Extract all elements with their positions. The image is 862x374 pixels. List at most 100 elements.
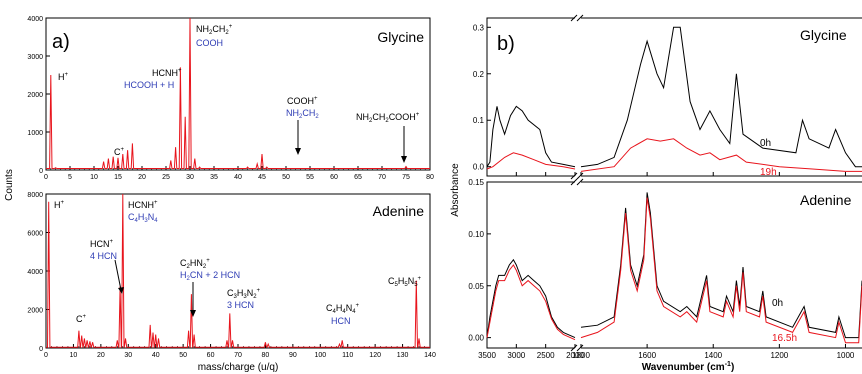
glycine-ms-frame [45, 17, 431, 171]
right-xlabel: Wavenumber (cm-1) [642, 361, 735, 373]
adenine-ir-series-0h [486, 258, 576, 339]
adenine-ms-xtick-label: 100 [314, 352, 326, 359]
arrow-27 [114, 259, 122, 291]
glycine-ir-frame [486, 17, 862, 177]
label-hcn-108: HCN [331, 316, 351, 326]
adenine-ms-xtick-label: 90 [289, 352, 297, 359]
label-h-plus: H+ [58, 72, 69, 82]
adenine-ms-spectrum [46, 193, 430, 348]
glycine-ms-xtick-label: 70 [378, 174, 386, 181]
adenine-ms-xtick-label: 130 [397, 352, 409, 359]
ir-xtick-label: 3500 [478, 351, 496, 360]
glycine-ir-ytick-label: 0.0 [473, 163, 485, 172]
glycine-ir-ytick-label: 0.3 [473, 23, 485, 32]
label-h-plus-ad: H+ [54, 200, 65, 210]
adenine-ms-xtick-label: 30 [124, 352, 132, 359]
label-3hcn: 3 HCN [227, 300, 254, 310]
glycine-0h-label: 0h [760, 138, 771, 149]
glycine-ms-ytick-label: 4000 [27, 16, 43, 23]
label-hcooh-h: HCOOH + H [124, 80, 174, 90]
adenine-ms-xtick-label: 60 [207, 352, 215, 359]
label-hcnh-plus: HCNH+ [152, 68, 182, 78]
adenine-ms-xtick-label: 20 [97, 352, 105, 359]
glycine-ms-xtick-label: 75 [402, 174, 410, 181]
ir-xtick-label: 2500 [537, 351, 555, 360]
glycine-ir-ytick-label: 0.1 [473, 116, 485, 125]
adenine-ms-ytick-label: 8000 [27, 192, 43, 199]
glycine-ms-xtick-label: 5 [68, 174, 72, 181]
glycine-ms-xtick-label: 35 [210, 174, 218, 181]
panel-a-letter: a) [52, 31, 70, 53]
adenine-ms-title: Adenine [373, 203, 425, 219]
label-cooh-plus: COOH+ [287, 96, 318, 106]
glycine-ms-xtick-label: 15 [114, 174, 122, 181]
glycine-ms-xtick-label: 60 [330, 174, 338, 181]
panel-b-letter: b) [497, 33, 515, 55]
ir-xtick-label: 1000 [837, 351, 855, 360]
adenine-ms-xtick-label: 140 [424, 352, 436, 359]
glycine-annotations: H+ C+ HCNH+ HCOOH + H NH2CH2+ COOH COOH+… [58, 24, 420, 163]
glycine-ms-xtick-label: 50 [282, 174, 290, 181]
ir-xtick-label: 3000 [507, 351, 525, 360]
glycine-19h-label: 19h [760, 167, 777, 178]
label-hcn-plus: HCN+ [90, 239, 114, 249]
glycine-ms-xtick-label: 20 [138, 174, 146, 181]
adenine-ir-ytick-label: 0.00 [468, 334, 484, 343]
glycine-ir-series-19h [580, 138, 862, 172]
label-4hcn: 4 HCN [90, 251, 117, 261]
label-c3h3n2-plus: C3H3N2+ [227, 288, 261, 300]
adenine-ms-xtick-label: 80 [262, 352, 270, 359]
panel-a: a) Counts mass/charge (u/q) Glycine Aden… [4, 16, 436, 373]
arrowhead-27 [118, 287, 124, 294]
adenine-ir-title: Adenine [800, 192, 852, 208]
glycine-ir-series-0h [486, 105, 576, 168]
adenine-ms-ytick-label: 4000 [27, 269, 43, 276]
glycine-ms-ytick-label: 0 [39, 168, 43, 175]
adenine-ms-ytick-label: 0 [39, 346, 43, 353]
glycine-ms-xtick-label: 65 [354, 174, 362, 181]
label-cooh: COOH [196, 38, 223, 48]
adenine-ir-series-16_5h [486, 264, 576, 341]
label-c4h4n4-plus: C4H4N4+ [326, 303, 360, 315]
ir-xtick-label: 1400 [704, 351, 722, 360]
glycine-ms-ytick-label: 1000 [27, 130, 43, 137]
adenine-ms-xtick-label: 50 [179, 352, 187, 359]
adenine-ms-xtick-label: 40 [152, 352, 160, 359]
glycine-ms-ytick-label: 2000 [27, 92, 43, 99]
ir-xtick-label: 2000 [566, 351, 584, 360]
glycine-ms-ytick-label: 3000 [27, 54, 43, 61]
adenine-ir-ytick-label: 0.15 [468, 178, 484, 187]
adenine-0h-label: 0h [772, 298, 783, 309]
label-h2cn-2hcn: H2CN + 2 HCN [180, 270, 240, 282]
label-c-plus-ad: C+ [76, 314, 87, 324]
adenine-ms-xtick-label: 70 [234, 352, 242, 359]
arrowhead-45 [295, 148, 301, 155]
adenine-ms-ytick-label: 2000 [27, 308, 43, 315]
label-nh2ch2: NH2CH2 [286, 108, 319, 120]
label-hcnh-plus-ad: HCNH+ [128, 200, 158, 210]
adenine-ms-xtick-label: 10 [70, 352, 78, 359]
adenine-ms-xtick-label: 120 [369, 352, 381, 359]
label-adenine-parent: C5H5N5+ [388, 276, 422, 288]
glycine-ms-xtick-label: 45 [258, 174, 266, 181]
adenine-ir-ytick-label: 0.10 [468, 230, 484, 239]
glycine-ms-xtick-label: 0 [44, 174, 48, 181]
panel-b: b) Absorbance Wavenumber (cm-1) Glycine … [450, 14, 862, 373]
adenine-ir-frame [486, 181, 862, 349]
arrowhead-53 [190, 310, 196, 317]
adenine-ms-xtick-label: 110 [342, 352, 353, 359]
glycine-ms-spectrum [46, 17, 430, 169]
label-c4h3n4: C4H3N4 [128, 212, 158, 224]
adenine-ms-xtick-label: 0 [44, 352, 48, 359]
axis-break-marks [570, 14, 584, 352]
label-c-plus: C+ [114, 147, 125, 157]
left-xlabel: mass/charge (u/q) [198, 362, 279, 373]
glycine-ms-xtick-label: 80 [426, 174, 434, 181]
ir-xtick-label: 1800 [572, 351, 590, 360]
adenine-ir-series-16_5h [580, 197, 862, 344]
label-glycine-parent: NH2CH2COOH+ [356, 112, 420, 124]
label-nh2ch2-plus: NH2CH2+ [196, 24, 233, 36]
adenine-ir-series-0h [580, 192, 862, 339]
left-ylabel: Counts [4, 169, 15, 201]
